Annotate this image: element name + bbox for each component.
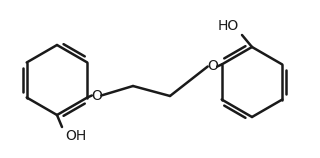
- Text: HO: HO: [218, 19, 239, 33]
- Text: OH: OH: [65, 129, 86, 143]
- Text: O: O: [91, 88, 102, 103]
- Text: O: O: [207, 60, 218, 73]
